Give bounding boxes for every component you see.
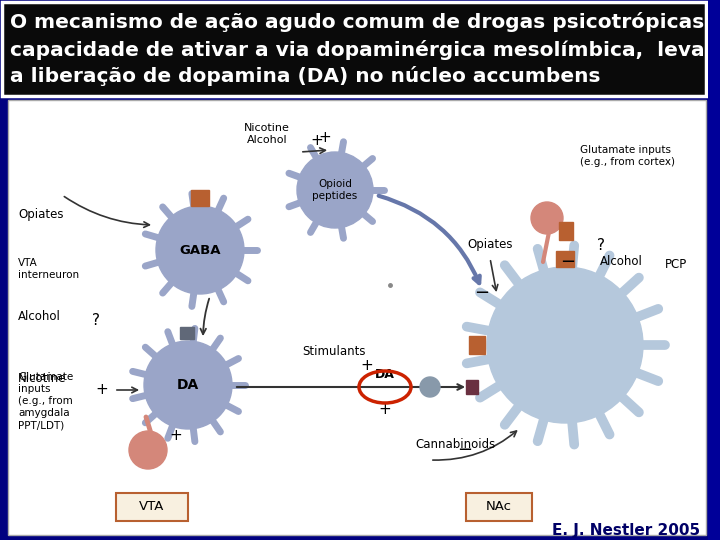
Text: +: + [360, 358, 373, 373]
Text: PCP: PCP [665, 258, 688, 271]
Text: Opioid
peptides: Opioid peptides [312, 179, 358, 201]
FancyBboxPatch shape [469, 336, 485, 354]
FancyBboxPatch shape [556, 251, 574, 267]
Text: GABA: GABA [179, 244, 221, 256]
Circle shape [156, 206, 244, 294]
Text: NAc: NAc [486, 501, 512, 514]
Text: DA: DA [177, 378, 199, 392]
FancyArrowPatch shape [379, 196, 480, 283]
Text: +: + [170, 428, 182, 442]
Text: a liberação de dopamina (DA) no núcleo accumbens: a liberação de dopamina (DA) no núcleo a… [10, 66, 600, 86]
Text: +: + [319, 131, 331, 145]
Text: ?: ? [92, 313, 100, 328]
FancyBboxPatch shape [191, 190, 209, 206]
Circle shape [297, 152, 373, 228]
Text: −: − [560, 253, 575, 271]
Text: −: − [457, 441, 472, 459]
Text: Nicotine: Nicotine [18, 372, 66, 385]
Text: −: − [474, 284, 490, 302]
Text: Glutamate
inputs
(e.g., from
amygdala
PPT/LDT): Glutamate inputs (e.g., from amygdala PP… [18, 372, 73, 430]
Text: VTA: VTA [139, 501, 165, 514]
Text: Alcohol: Alcohol [18, 310, 61, 323]
Text: O mecanismo de ação agudo comum de drogas psicotrópicas é a: O mecanismo de ação agudo comum de droga… [10, 12, 720, 32]
Text: +: + [310, 133, 323, 148]
FancyBboxPatch shape [2, 2, 706, 96]
Text: ?: ? [597, 238, 605, 253]
FancyBboxPatch shape [466, 380, 478, 394]
Text: Nicotine
Alcohol: Nicotine Alcohol [244, 123, 290, 145]
Text: Alcohol: Alcohol [600, 255, 643, 268]
Circle shape [129, 431, 167, 469]
Text: Cannabinoids: Cannabinoids [415, 438, 495, 451]
Text: +: + [379, 402, 392, 416]
Circle shape [420, 377, 440, 397]
Circle shape [487, 267, 643, 423]
Circle shape [531, 202, 563, 234]
Text: Opiates: Opiates [467, 238, 513, 251]
Text: capacidade de ativar a via dopaminérgica mesolímbica,  levando: capacidade de ativar a via dopaminérgica… [10, 40, 720, 60]
Text: +: + [96, 382, 109, 397]
FancyBboxPatch shape [116, 493, 188, 521]
Circle shape [144, 341, 232, 429]
Text: Glutamate inputs
(e.g., from cortex): Glutamate inputs (e.g., from cortex) [580, 145, 675, 167]
Text: DA: DA [375, 368, 395, 381]
FancyBboxPatch shape [466, 493, 532, 521]
Text: Stimulants: Stimulants [302, 345, 366, 358]
Text: Opiates: Opiates [18, 208, 63, 221]
FancyBboxPatch shape [708, 0, 720, 540]
Text: VTA
interneuron: VTA interneuron [18, 258, 79, 280]
FancyBboxPatch shape [8, 100, 706, 535]
FancyBboxPatch shape [559, 222, 573, 240]
FancyBboxPatch shape [180, 327, 194, 339]
Text: E. J. Nestler 2005: E. J. Nestler 2005 [552, 523, 700, 537]
